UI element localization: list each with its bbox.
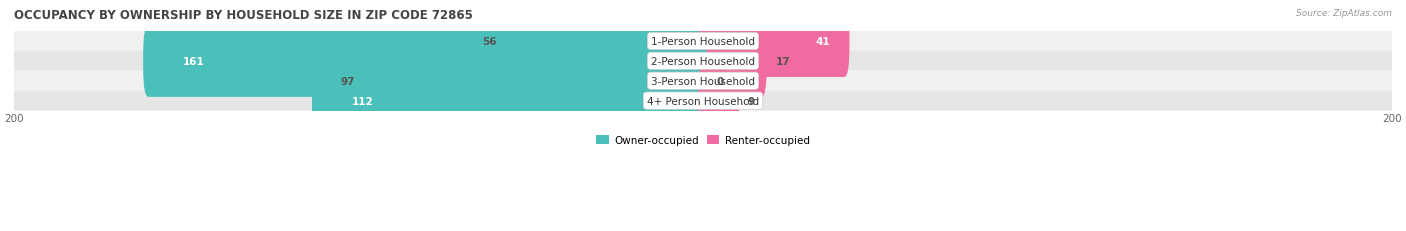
FancyBboxPatch shape [697,26,766,97]
FancyBboxPatch shape [14,52,1392,71]
Text: 0: 0 [717,76,724,86]
Text: 1-Person Household: 1-Person Household [651,37,755,47]
Text: 4+ Person Household: 4+ Person Household [647,96,759,106]
Text: OCCUPANCY BY OWNERSHIP BY HOUSEHOLD SIZE IN ZIP CODE 72865: OCCUPANCY BY OWNERSHIP BY HOUSEHOLD SIZE… [14,9,472,22]
Legend: Owner-occupied, Renter-occupied: Owner-occupied, Renter-occupied [592,131,814,149]
Text: 2-Person Household: 2-Person Household [651,57,755,67]
FancyBboxPatch shape [697,6,849,78]
Text: 3-Person Household: 3-Person Household [651,76,755,86]
FancyBboxPatch shape [697,65,740,137]
Text: 17: 17 [775,57,790,67]
Text: 56: 56 [482,37,496,47]
FancyBboxPatch shape [364,46,709,117]
FancyBboxPatch shape [14,71,1392,91]
Text: 41: 41 [815,37,831,47]
Text: Source: ZipAtlas.com: Source: ZipAtlas.com [1296,9,1392,18]
FancyBboxPatch shape [14,91,1392,111]
Text: 9: 9 [748,96,755,106]
FancyBboxPatch shape [143,26,709,97]
Text: 97: 97 [340,76,356,86]
FancyBboxPatch shape [312,65,709,137]
Text: 112: 112 [352,96,374,106]
FancyBboxPatch shape [505,6,709,78]
Text: 161: 161 [183,57,204,67]
FancyBboxPatch shape [14,32,1392,52]
